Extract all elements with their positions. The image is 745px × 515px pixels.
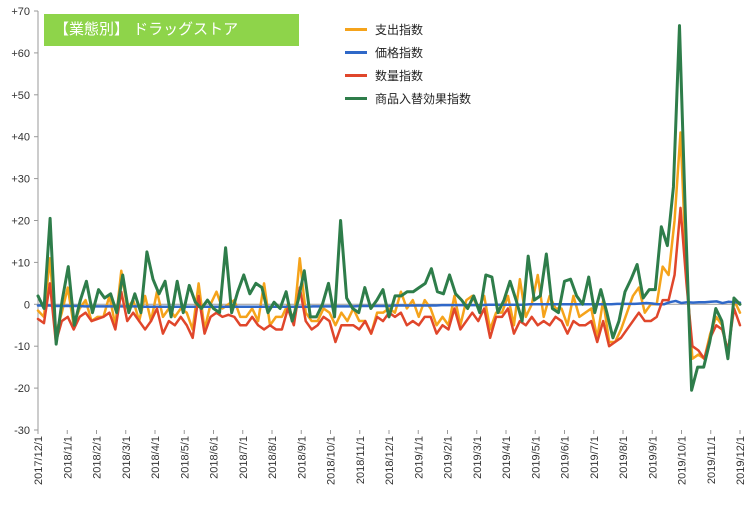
- legend-label-spending: 支出指数: [375, 23, 424, 37]
- legend-swatch-spending: [345, 28, 367, 31]
- x-tick-label: 2019/12/1: [735, 436, 745, 485]
- x-tick-label: 2018/12/1: [384, 436, 396, 485]
- y-tick-label: +20: [11, 216, 30, 228]
- series-line-0: [36, 131, 742, 361]
- x-tick-label: 2019/2/1: [443, 436, 455, 479]
- x-tick-label: 2018/2/1: [92, 436, 104, 479]
- legend-label-quantity: 数量指数: [375, 69, 424, 83]
- x-tick-label: 2019/8/1: [618, 436, 630, 479]
- x-tick-label: 2018/8/1: [267, 436, 279, 479]
- x-tick-label: 2018/10/1: [326, 436, 338, 485]
- x-tick-label: 2019/7/1: [589, 436, 601, 479]
- legend-item-mix: 商品入替効果指数: [345, 87, 495, 110]
- y-tick-label: +30: [11, 174, 30, 186]
- legend-swatch-mix: [345, 97, 367, 100]
- chart-badge: 【業態別】 ドラッグストア: [44, 14, 299, 46]
- x-tick-label: 2019/9/1: [647, 436, 659, 479]
- legend-item-quantity: 数量指数: [345, 64, 495, 87]
- axes-layer: +70 +60 +50 +40 +30 +20 +10 0 -10 -20 -302017/12/1…: [11, 6, 745, 485]
- legend-label-mix: 商品入替効果指数: [375, 92, 472, 106]
- legend-item-price: 価格指数: [345, 41, 495, 64]
- y-tick-label: -30: [14, 425, 30, 437]
- y-tick-label: -10: [14, 341, 30, 353]
- x-tick-label: 2018/11/1: [355, 436, 367, 484]
- x-tick-label: 2019/10/1: [677, 436, 689, 485]
- x-tick-label: 2018/1/1: [62, 436, 74, 479]
- legend-swatch-quantity: [345, 74, 367, 77]
- y-tick-label: +10: [11, 257, 30, 269]
- x-tick-label: 2018/3/1: [121, 436, 133, 479]
- y-tick-label: +40: [11, 132, 30, 144]
- x-tick-label: 2018/9/1: [296, 436, 308, 479]
- x-tick-label: 2019/1/1: [413, 436, 425, 479]
- x-tick-label: 2019/6/1: [560, 436, 572, 479]
- x-tick-label: 2019/11/1: [706, 436, 718, 484]
- legend-item-spending: 支出指数: [345, 18, 495, 41]
- x-tick-label: 2018/5/1: [179, 436, 191, 479]
- y-tick-label: +60: [11, 48, 30, 60]
- y-tick-label: +70: [11, 6, 30, 18]
- y-tick-label: -20: [14, 383, 30, 395]
- x-tick-label: 2017/12/1: [33, 436, 45, 485]
- legend-label-price: 価格指数: [375, 46, 424, 60]
- x-tick-label: 2019/3/1: [472, 436, 484, 479]
- x-tick-label: 2018/6/1: [209, 436, 221, 479]
- series-line-3: [36, 24, 742, 392]
- series-layer: [36, 24, 742, 392]
- y-tick-label: +50: [11, 90, 30, 102]
- legend-swatch-price: [345, 51, 367, 54]
- y-tick-label: 0: [24, 299, 30, 311]
- x-tick-label: 2019/4/1: [501, 436, 513, 479]
- x-tick-label: 2019/5/1: [530, 436, 542, 479]
- x-tick-label: 2018/4/1: [150, 436, 162, 479]
- x-tick-label: 2018/7/1: [238, 436, 250, 479]
- legend: 支出指数 価格指数 数量指数 商品入替効果指数: [345, 18, 495, 110]
